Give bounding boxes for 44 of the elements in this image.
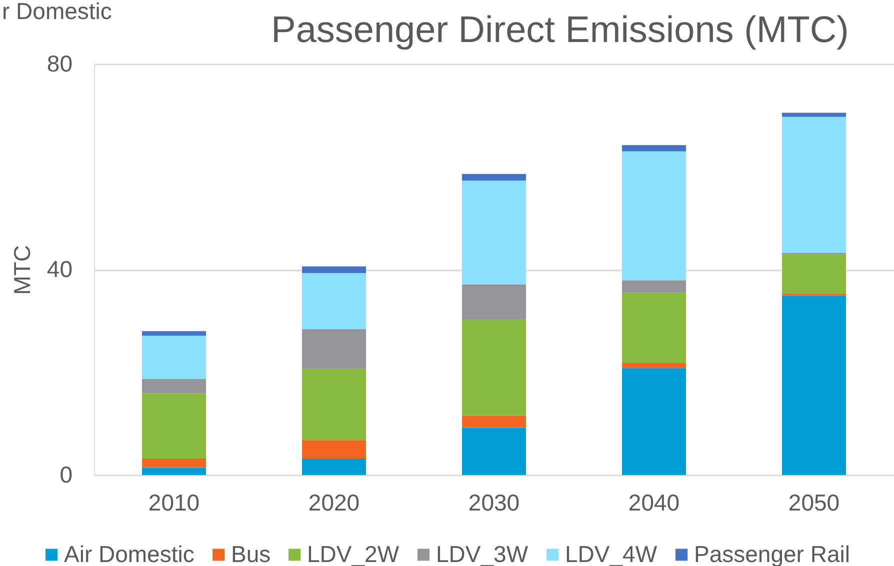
legend-label: LDV_4W — [565, 540, 658, 566]
bar — [302, 273, 366, 330]
bar — [622, 292, 686, 364]
bar — [622, 145, 686, 152]
x-tick-label: 2020 — [308, 490, 360, 516]
bar — [302, 266, 366, 274]
bar — [782, 254, 846, 294]
legend-label: LDV_3W — [436, 540, 528, 566]
x-tick-label: 2050 — [788, 490, 840, 516]
bar — [142, 393, 206, 459]
bar — [622, 363, 686, 368]
bar — [462, 174, 526, 181]
bar — [622, 280, 686, 293]
bar — [302, 368, 366, 440]
legend-label: Air Domestic — [64, 540, 194, 566]
bar — [302, 458, 366, 475]
y-axis-title: MTC — [8, 245, 35, 295]
chart-title: Passenger Direct Emissions (MTC) — [271, 9, 849, 50]
bar — [142, 458, 206, 468]
legend-label: Bus — [231, 540, 271, 566]
legend-label: LDV_2W — [307, 540, 400, 566]
bar — [142, 336, 206, 379]
bar — [462, 416, 526, 428]
bar — [302, 440, 366, 459]
y-tick-label: 0 — [60, 462, 72, 488]
bar — [782, 116, 846, 254]
bar — [142, 378, 206, 394]
bar — [782, 112, 846, 117]
bar — [782, 296, 846, 475]
y-tick-label: 80 — [46, 50, 72, 76]
text: r Domestic — [2, 0, 112, 24]
x-tick-label: 2040 — [628, 490, 680, 516]
bar — [622, 151, 686, 280]
bar — [622, 368, 686, 475]
x-tick-label: 2030 — [468, 490, 520, 516]
bar — [462, 428, 526, 475]
bar — [302, 329, 366, 369]
bar — [142, 468, 206, 475]
y-tick-label: 40 — [46, 256, 72, 282]
bar — [462, 320, 526, 416]
bar — [142, 331, 206, 336]
x-tick-label: 2010 — [148, 490, 200, 516]
bar — [462, 284, 526, 320]
bar — [462, 180, 526, 284]
